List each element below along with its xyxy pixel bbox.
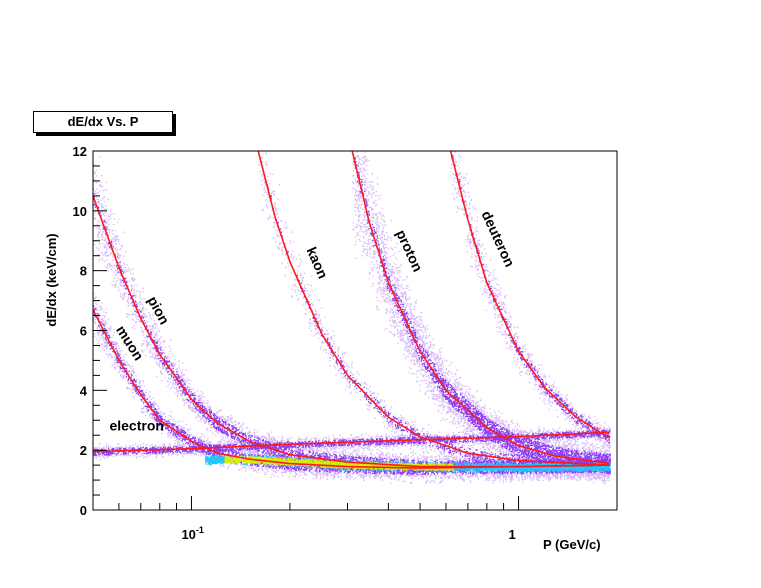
curve-muon — [93, 309, 610, 469]
x-tick-base: 1 — [509, 527, 516, 542]
curve-proton — [351, 151, 610, 465]
x-tick-exponent: -1 — [196, 525, 204, 535]
y-tick-label: 0 — [80, 503, 87, 518]
curve-electron — [93, 431, 610, 453]
y-tick-label: 8 — [80, 264, 87, 279]
curve-label-kaon: kaon — [303, 245, 331, 281]
curve-label-electron: electron — [109, 418, 163, 434]
y-tick-label: 12 — [73, 144, 87, 159]
y-tick-label: 4 — [80, 383, 88, 398]
y-tick-label: 6 — [80, 324, 87, 339]
y-tick-label: 10 — [73, 204, 87, 219]
curve-kaon — [257, 151, 610, 466]
density-low — [93, 151, 611, 485]
y-tick-label: 2 — [80, 443, 87, 458]
x-tick-label: 10-1 — [181, 525, 203, 542]
curve-layer — [93, 151, 611, 469]
curve-label-deuteron: deuteron — [479, 208, 519, 269]
y-axis-label: dE/dx (keV/cm) — [44, 233, 59, 326]
x-tick-label: 1 — [509, 527, 516, 542]
curve-label-pion: pion — [145, 293, 173, 327]
x-axis-label: P (GeV/c) — [543, 537, 601, 552]
curve-deuteron — [449, 151, 611, 439]
curve-pion — [93, 195, 610, 468]
chart-title: dE/dx Vs. P — [33, 111, 173, 133]
density-high — [205, 453, 611, 474]
x-tick-base: 10 — [181, 527, 195, 542]
